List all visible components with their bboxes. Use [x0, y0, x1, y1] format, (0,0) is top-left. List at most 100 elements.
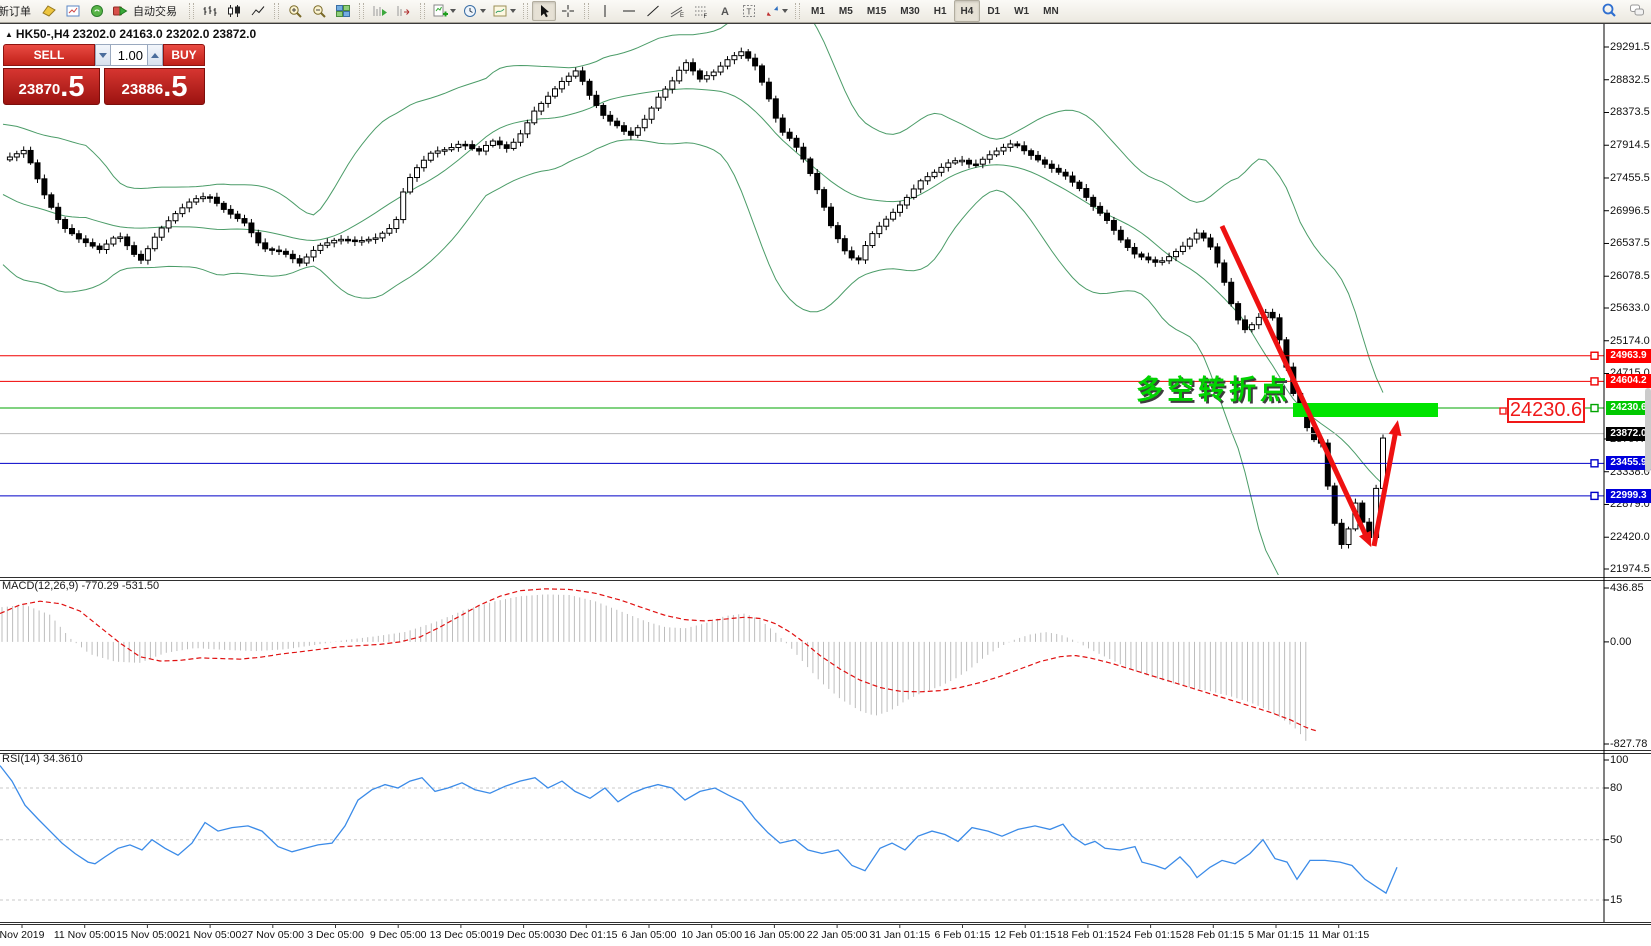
- symbol-marker-icon: ▲: [5, 30, 13, 39]
- chevron-down-icon: [782, 9, 788, 13]
- rsi-axis-tick: 100: [1610, 754, 1629, 766]
- time-axis-label: 22 Jan 05:00: [806, 929, 868, 941]
- timeframe-d1[interactable]: D1: [987, 5, 1001, 17]
- equidistant-channel-tool[interactable]: E: [665, 1, 689, 21]
- price-axis-tick: 26078.5: [1610, 270, 1650, 283]
- timeframe-h4[interactable]: H4: [953, 0, 981, 22]
- zoom-out-icon[interactable]: [307, 1, 331, 21]
- price-axis-tick: 28832.5: [1610, 73, 1650, 86]
- timeframe-m15[interactable]: M15: [866, 5, 887, 17]
- volume-increase-button[interactable]: [147, 44, 163, 66]
- rsi-axis-tick: 50: [1610, 833, 1623, 846]
- chart-shift-icon[interactable]: [368, 1, 392, 21]
- sell-price-frac: .5: [60, 71, 85, 103]
- time-axis-label: 6 Feb 01:15: [934, 929, 991, 941]
- fibonacci-tool[interactable]: F: [689, 1, 713, 21]
- price-axis-tick: 27914.5: [1610, 139, 1650, 152]
- time-axis-label: 19 Dec 05:00: [492, 929, 555, 941]
- price-axis-tick: 26996.5: [1610, 204, 1650, 217]
- buy-price-frac: .5: [163, 71, 188, 103]
- macd-pane-label: MACD(12,26,9) -770.29 -531.50: [2, 580, 160, 592]
- auto-trading-button[interactable]: 自动交易: [109, 1, 185, 21]
- tile-windows-icon[interactable]: [331, 1, 355, 21]
- price-axis-tick: 22420.0: [1610, 531, 1650, 544]
- rsi-axis-tick: 80: [1610, 782, 1623, 794]
- auto-scroll-icon[interactable]: [392, 1, 416, 21]
- time-axis-label: 10 Jan 05:00: [681, 929, 743, 941]
- timeframe-mn[interactable]: MN: [1043, 5, 1059, 17]
- vertical-line-tool[interactable]: [593, 1, 617, 21]
- time-axis-label: Nov 2019: [0, 929, 45, 941]
- text-label-tool[interactable]: T: [737, 1, 761, 21]
- price-level-chip: 23872.0: [1606, 426, 1651, 441]
- new-order-button[interactable]: 新订单: [0, 6, 31, 18]
- zoom-in-icon[interactable]: [283, 1, 307, 21]
- cursor-tool[interactable]: [532, 1, 556, 21]
- timeframe-h1[interactable]: H1: [933, 5, 947, 17]
- price-level-chip: 23455.9: [1606, 456, 1651, 471]
- macd-axis-tick: -827.78: [1610, 738, 1648, 750]
- line-chart-icon[interactable]: [246, 1, 270, 21]
- market-watch-icon[interactable]: [61, 1, 85, 21]
- buy-price-main: 23886: [121, 81, 164, 98]
- price-level-chip: 24230.6: [1606, 401, 1651, 416]
- price-axis-tick: 25174.0: [1610, 334, 1650, 347]
- arrows-tool[interactable]: [761, 1, 791, 21]
- chevron-down-icon: [480, 9, 486, 13]
- time-axis-label: 12 Feb 01:15: [994, 929, 1057, 941]
- chevron-down-icon: [450, 9, 456, 13]
- time-axis-label: 11 Mar 01:15: [1308, 929, 1370, 941]
- chat-icon[interactable]: [1629, 2, 1645, 18]
- sell-price[interactable]: 23870.5: [3, 68, 100, 105]
- volume-input[interactable]: [111, 44, 147, 66]
- price-tag-label: 24230.6: [1507, 398, 1585, 423]
- time-axis-label: 9 Dec 05:00: [369, 929, 427, 941]
- timeframe-m1[interactable]: M1: [811, 5, 825, 17]
- scrollbar-thumb[interactable]: [1645, 388, 1651, 472]
- time-axis-label: 21 Nov 05:00: [178, 929, 242, 941]
- price-level-chip: 24604.2: [1606, 374, 1651, 389]
- search-icon[interactable]: [1601, 2, 1617, 18]
- text-tool[interactable]: A: [713, 1, 737, 21]
- time-axis-label: 3 Dec 05:00: [307, 929, 364, 941]
- buy-price[interactable]: 23886.5: [104, 68, 205, 105]
- crosshair-tool[interactable]: [556, 1, 580, 21]
- timeframe-w1[interactable]: W1: [1014, 5, 1030, 17]
- time-axis-label: 11 Nov 05:00: [53, 929, 116, 941]
- candlestick-chart-icon[interactable]: [222, 1, 246, 21]
- macd-axis-tick: 0.00: [1610, 635, 1632, 648]
- time-axis-label: 16 Jan 05:00: [744, 929, 805, 941]
- time-axis-label: 27 Nov 05:00: [241, 929, 305, 941]
- toolbar-grip: [359, 3, 364, 19]
- time-axis-label: 28 Feb 01:15: [1182, 929, 1245, 941]
- volume-decrease-button[interactable]: [95, 44, 111, 66]
- timeframe-m30[interactable]: M30: [900, 5, 920, 17]
- template-icon: [493, 5, 507, 17]
- time-axis-label: 6 Jan 05:00: [621, 929, 677, 941]
- buy-button[interactable]: BUY: [163, 44, 205, 66]
- trendline-tool[interactable]: [641, 1, 665, 21]
- sell-button[interactable]: SELL: [3, 44, 95, 66]
- price-axis-tick: 27455.5: [1610, 171, 1650, 184]
- horizontal-line-tool[interactable]: [617, 1, 641, 21]
- svg-text:T: T: [747, 8, 752, 17]
- toolbar: 新订单 自动交易 E F A T M1: [0, 0, 1651, 23]
- new-order-icon[interactable]: [37, 1, 61, 21]
- time-axis-label: 30 Dec 01:15: [555, 929, 618, 941]
- signal-icon[interactable]: [85, 1, 109, 21]
- time-axis-label: 24 Feb 01:15: [1119, 929, 1182, 941]
- time-axis-label: 18 Feb 01:15: [1056, 929, 1119, 941]
- rsi-axis-tick: 15: [1610, 894, 1623, 906]
- templates-button[interactable]: [489, 1, 519, 21]
- periods-button[interactable]: [459, 1, 489, 21]
- toolbar-grip: [795, 3, 800, 19]
- time-axis-label: 5 Mar 01:15: [1247, 929, 1305, 941]
- price-level-chip: 24963.9: [1606, 348, 1651, 363]
- timeframe-m5[interactable]: M5: [838, 5, 853, 17]
- macd-axis-tick: 436.85: [1610, 582, 1644, 594]
- indicators-button[interactable]: [429, 1, 459, 21]
- bar-chart-icon[interactable]: [198, 1, 222, 21]
- toolbar-grip: [420, 3, 425, 19]
